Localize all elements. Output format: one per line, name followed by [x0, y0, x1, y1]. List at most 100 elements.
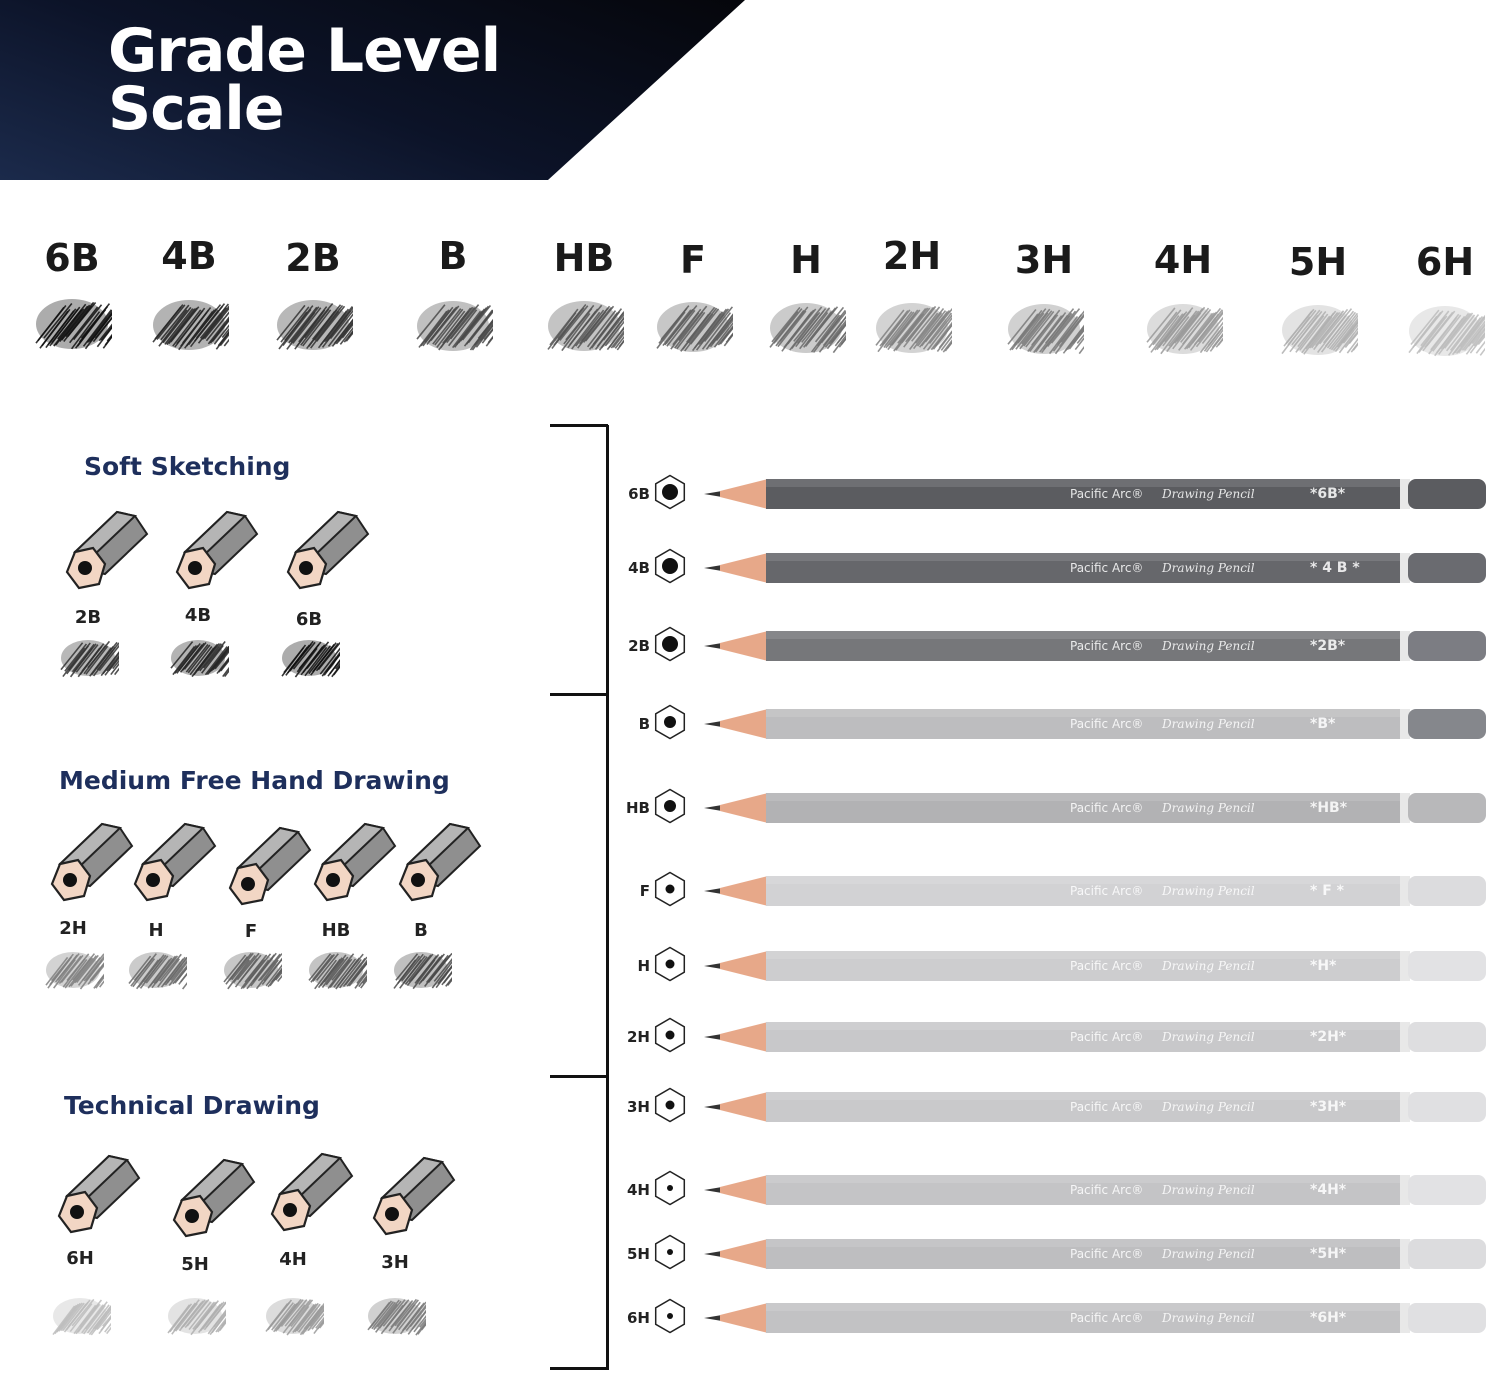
grade-label: B: [414, 920, 428, 941]
pencil-grade-label: 4B: [628, 559, 650, 577]
shading-swatch: [149, 294, 253, 360]
hexagon-lead-icon: [652, 1087, 688, 1127]
grade-label: 6B: [295, 609, 323, 630]
pencil-grade-mark: *HB*: [1310, 800, 1348, 816]
pencil-tip-icon: [47, 1152, 142, 1241]
shading-swatch: [653, 296, 757, 362]
pencil-grade-mark: *2B*: [1310, 638, 1346, 654]
pencil-grade-mark: *2H*: [1310, 1029, 1347, 1045]
hexagon-lead-icon: [652, 1170, 688, 1210]
shading-swatch: [1143, 298, 1247, 364]
pencil-model-text: Drawing Pencil: [1162, 884, 1255, 898]
pencil-tip-icon: [165, 508, 260, 597]
scale-grade-label: 6H: [1415, 240, 1475, 284]
pencil-tip-icon: [162, 1156, 257, 1245]
shading-swatch: [390, 946, 470, 998]
section-title: Soft Sketching: [84, 452, 291, 481]
pencil-brand-text: Pacific Arc®: [1070, 1247, 1144, 1261]
shading-swatch: [364, 1292, 444, 1344]
pencil-brand-text: Pacific Arc®: [1070, 1311, 1144, 1325]
hexagon-lead-icon: [652, 788, 688, 828]
pencil-image: Pacific Arc® Drawing Pencil *B*: [700, 706, 1490, 742]
pencil-image: Pacific Arc® Drawing Pencil *5H*: [700, 1236, 1490, 1272]
hexagon-lead-icon: [652, 1234, 688, 1274]
pencil-model-text: Drawing Pencil: [1162, 487, 1255, 501]
grade-label: 5H: [181, 1254, 209, 1275]
pencil-tip-icon: [260, 1150, 355, 1239]
pencil-tip-icon: [276, 508, 371, 597]
pencil-model-text: Drawing Pencil: [1162, 639, 1255, 653]
bracket-tick: [550, 1075, 608, 1078]
scale-grade-label: 6B: [44, 236, 100, 280]
shading-swatch: [49, 1292, 129, 1344]
shading-swatch: [273, 294, 377, 360]
pencil-grade-label: 5H: [627, 1245, 650, 1263]
pencil-model-text: Drawing Pencil: [1162, 1030, 1255, 1044]
pencil-grade-mark: *3H*: [1310, 1099, 1347, 1115]
pencil-tip-icon: [40, 820, 135, 909]
pencil-model-text: Drawing Pencil: [1162, 959, 1255, 973]
scale-grade-label: 2B: [285, 236, 341, 280]
scale-grade-label: 2H: [882, 234, 942, 278]
pencil-grade-mark: * 4 B *: [1310, 560, 1360, 576]
scale-grade-label: 3H: [1014, 238, 1074, 282]
hexagon-lead-icon: [652, 704, 688, 744]
pencil-image: Pacific Arc® Drawing Pencil *3H*: [700, 1089, 1490, 1125]
section-title: Technical Drawing: [64, 1091, 320, 1120]
pencil-grade-mark: * F *: [1310, 883, 1344, 899]
shading-swatch: [544, 295, 648, 361]
hexagon-lead-icon: [652, 1298, 688, 1338]
shading-swatch: [278, 634, 358, 686]
pencil-model-text: Drawing Pencil: [1162, 1183, 1255, 1197]
pencil-image: Pacific Arc® Drawing Pencil * 4 B *: [700, 550, 1490, 586]
pencil-brand-text: Pacific Arc®: [1070, 717, 1144, 731]
hexagon-lead-icon: [652, 946, 688, 986]
shading-swatch: [1278, 299, 1382, 365]
pencil-brand-text: Pacific Arc®: [1070, 801, 1144, 815]
title-line-2: Scale: [108, 74, 285, 144]
grade-label: 3H: [381, 1252, 409, 1273]
shading-swatch: [1004, 298, 1108, 364]
pencil-grade-label: 2B: [628, 637, 650, 655]
pencil-brand-text: Pacific Arc®: [1070, 561, 1144, 575]
pencil-grade-mark: *5H*: [1310, 1246, 1347, 1262]
shading-swatch: [125, 946, 205, 998]
section-title: Medium Free Hand Drawing: [59, 766, 450, 795]
pencil-tip-icon: [123, 820, 218, 909]
pencil-image: Pacific Arc® Drawing Pencil *6B*: [700, 476, 1490, 512]
pencil-grade-label: HB: [626, 799, 650, 817]
grade-label: HB: [321, 920, 351, 941]
pencil-tip-icon: [388, 820, 483, 909]
grade-label: 6H: [66, 1248, 94, 1269]
scale-grade-label: H: [790, 238, 822, 282]
grade-label: 4H: [279, 1249, 307, 1270]
pencil-image: Pacific Arc® Drawing Pencil *4H*: [700, 1172, 1490, 1208]
scale-grade-label: HB: [553, 236, 615, 280]
shading-swatch: [220, 946, 300, 998]
bracket-line: [606, 425, 609, 1370]
pencil-grade-mark: *6H*: [1310, 1310, 1347, 1326]
bracket-tick: [550, 424, 608, 427]
pencil-brand-text: Pacific Arc®: [1070, 884, 1144, 898]
shading-swatch: [872, 297, 976, 363]
grade-label: F: [244, 921, 258, 942]
bracket-tick: [550, 693, 608, 696]
shading-swatch: [167, 634, 247, 686]
pencil-grade-mark: *6B*: [1310, 486, 1346, 502]
pencil-grade-label: 6B: [628, 485, 650, 503]
scale-grade-label: 5H: [1288, 240, 1348, 284]
bracket-tick: [550, 1367, 608, 1370]
pencil-brand-text: Pacific Arc®: [1070, 487, 1144, 501]
pencil-grade-mark: *4H*: [1310, 1182, 1347, 1198]
pencil-model-text: Drawing Pencil: [1162, 717, 1255, 731]
pencil-model-text: Drawing Pencil: [1162, 561, 1255, 575]
shading-swatch: [1405, 300, 1500, 366]
pencil-grade-label: 2H: [627, 1028, 650, 1046]
grade-label: 2H: [59, 918, 87, 939]
pencil-brand-text: Pacific Arc®: [1070, 1100, 1144, 1114]
pencil-grade-label: 4H: [627, 1181, 650, 1199]
pencil-image: Pacific Arc® Drawing Pencil *H*: [700, 948, 1490, 984]
grade-label: 2B: [74, 607, 102, 628]
pencil-image: Pacific Arc® Drawing Pencil * F *: [700, 873, 1490, 909]
pencil-image: Pacific Arc® Drawing Pencil *HB*: [700, 790, 1490, 826]
